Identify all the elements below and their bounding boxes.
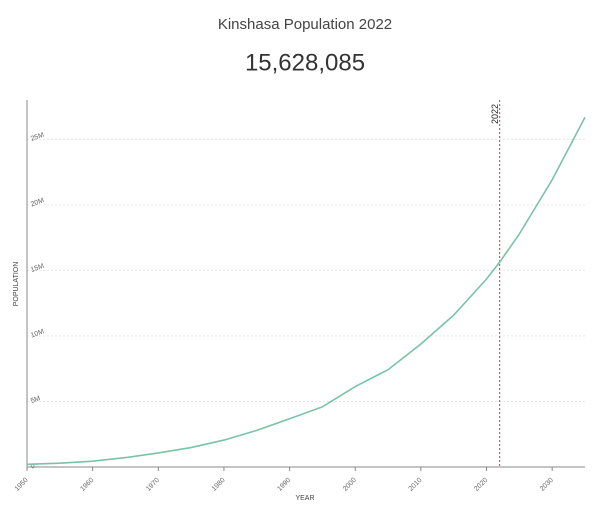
marker-label: 2022 [490, 104, 500, 124]
x-tick-label: 1980 [211, 477, 227, 493]
y-tick-label: 10M [30, 328, 45, 339]
data-line [26, 116, 586, 466]
x-tick-label: 1970 [145, 477, 161, 493]
headline: 15,628,085 [245, 49, 365, 76]
y-axis-label: POPULATION [13, 262, 20, 307]
x-tick-label: 2000 [342, 477, 358, 493]
y-tick-label: 15M [30, 263, 45, 274]
y-tick-label: 5M [30, 395, 42, 405]
chart-title: Kinshasa Population 2022 [218, 16, 392, 33]
x-tick-label: 2030 [539, 477, 555, 493]
x-tick-label: 1960 [79, 477, 95, 493]
x-tick-label: 1950 [14, 477, 30, 493]
x-tick-label: 1990 [276, 477, 292, 493]
x-axis-label: YEAR [295, 495, 314, 502]
x-tick-label: 2010 [408, 477, 424, 493]
x-tick-label: 2020 [473, 477, 489, 493]
y-tick-label: 25M [30, 132, 45, 143]
y-tick-label: 20M [30, 197, 45, 208]
